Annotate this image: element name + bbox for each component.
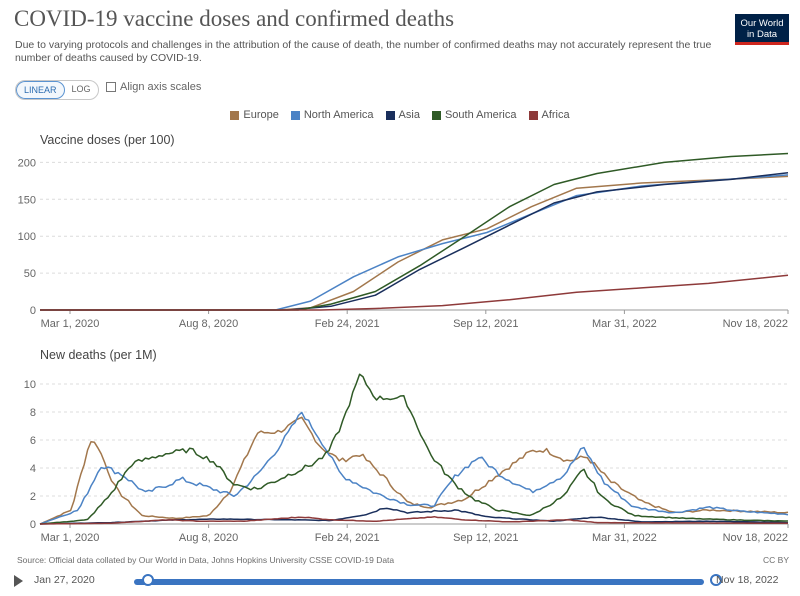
timeline: Jan 27, 2020 Nov 18, 2022	[14, 574, 794, 590]
series-line-south-america	[40, 152, 789, 311]
license-link[interactable]: CC BY	[763, 555, 789, 565]
timeline-end-label: Nov 18, 2022	[716, 574, 779, 586]
timeline-start-handle[interactable]	[142, 574, 154, 586]
x-tick-label: Feb 24, 2021	[315, 532, 380, 544]
y-tick-label: 4	[30, 463, 36, 475]
play-icon[interactable]	[14, 575, 23, 587]
y-tick-label: 2	[30, 491, 36, 503]
y-tick-label: 0	[30, 519, 36, 531]
series-line-africa	[40, 274, 789, 311]
legend-label: Africa	[541, 109, 570, 121]
legend-label: Europe	[243, 109, 279, 121]
y-tick-label: 200	[18, 157, 36, 169]
x-tick-label: Mar 31, 2022	[592, 318, 657, 330]
y-tick-label: 50	[24, 268, 36, 280]
x-tick-label: Mar 31, 2022	[592, 532, 657, 544]
log-scale-button[interactable]: LOG	[71, 84, 91, 94]
owid-logo[interactable]: Our World in Data	[735, 14, 789, 45]
series-line-asia	[40, 171, 789, 311]
align-axis-scales-label: Align axis scales	[120, 81, 202, 93]
timeline-start-label: Jan 27, 2020	[34, 574, 95, 586]
y-tick-label: 0	[30, 305, 36, 317]
chart-subtitle: Due to varying protocols and challenges …	[15, 39, 712, 64]
x-tick-label: Nov 18, 2022	[723, 532, 788, 544]
align-axis-scales-checkbox[interactable]: Align axis scales	[106, 81, 201, 93]
x-tick-label: Aug 8, 2020	[179, 532, 238, 544]
x-tick-label: Mar 1, 2020	[41, 532, 100, 544]
x-tick-label: Feb 24, 2021	[315, 318, 380, 330]
series-line-north-america	[39, 411, 789, 525]
legend-label: South America	[444, 109, 517, 121]
footer: Source: Official data collated by Our Wo…	[17, 555, 789, 565]
linear-scale-button[interactable]: LINEAR	[16, 81, 65, 99]
logo-line-2: in Data	[746, 29, 778, 40]
legend-swatch	[290, 110, 300, 120]
timeline-end-handle[interactable]	[710, 574, 722, 586]
x-tick-label: Sep 12, 2021	[453, 318, 518, 330]
legend-item-europe[interactable]: Europe	[230, 109, 279, 121]
legend: Europe North America Asia South America Afri…	[0, 109, 800, 121]
legend-swatch	[230, 110, 240, 120]
vaccine-panel-title: Vaccine doses (per 100)	[40, 133, 175, 147]
checkbox-box[interactable]	[106, 82, 116, 92]
series-line-north-america	[40, 174, 789, 311]
legend-swatch	[431, 110, 441, 120]
legend-item-north-america[interactable]: North America	[290, 109, 374, 121]
series-line-europe	[40, 175, 789, 311]
y-tick-label: 10	[24, 379, 36, 391]
legend-swatch	[385, 110, 395, 120]
x-tick-label: Aug 8, 2020	[179, 318, 238, 330]
x-tick-label: Mar 1, 2020	[41, 318, 100, 330]
legend-label: Asia	[398, 109, 420, 121]
timeline-track[interactable]	[134, 579, 704, 585]
series-line-south-america	[39, 373, 788, 525]
deaths-panel-title: New deaths (per 1M)	[40, 348, 157, 362]
series-line-europe	[39, 416, 789, 525]
source-note: Source: Official data collated by Our Wo…	[17, 555, 395, 565]
logo-line-1: Our World	[740, 18, 784, 29]
y-tick-label: 8	[30, 407, 36, 419]
chart-title: COVID-19 vaccine doses and confirmed dea…	[14, 6, 455, 31]
legend-item-south-america[interactable]: South America	[431, 109, 517, 121]
legend-item-africa[interactable]: Africa	[528, 109, 570, 121]
y-tick-label: 150	[18, 194, 36, 206]
x-tick-label: Sep 12, 2021	[453, 532, 518, 544]
series-line-africa	[40, 515, 788, 525]
y-tick-label: 6	[30, 435, 36, 447]
x-tick-label: Nov 18, 2022	[723, 318, 788, 330]
legend-swatch	[528, 110, 538, 120]
legend-item-asia[interactable]: Asia	[385, 109, 420, 121]
legend-label: North America	[303, 109, 374, 121]
y-tick-label: 100	[18, 231, 36, 243]
scale-toggle: LINEAR LOG	[15, 80, 99, 100]
